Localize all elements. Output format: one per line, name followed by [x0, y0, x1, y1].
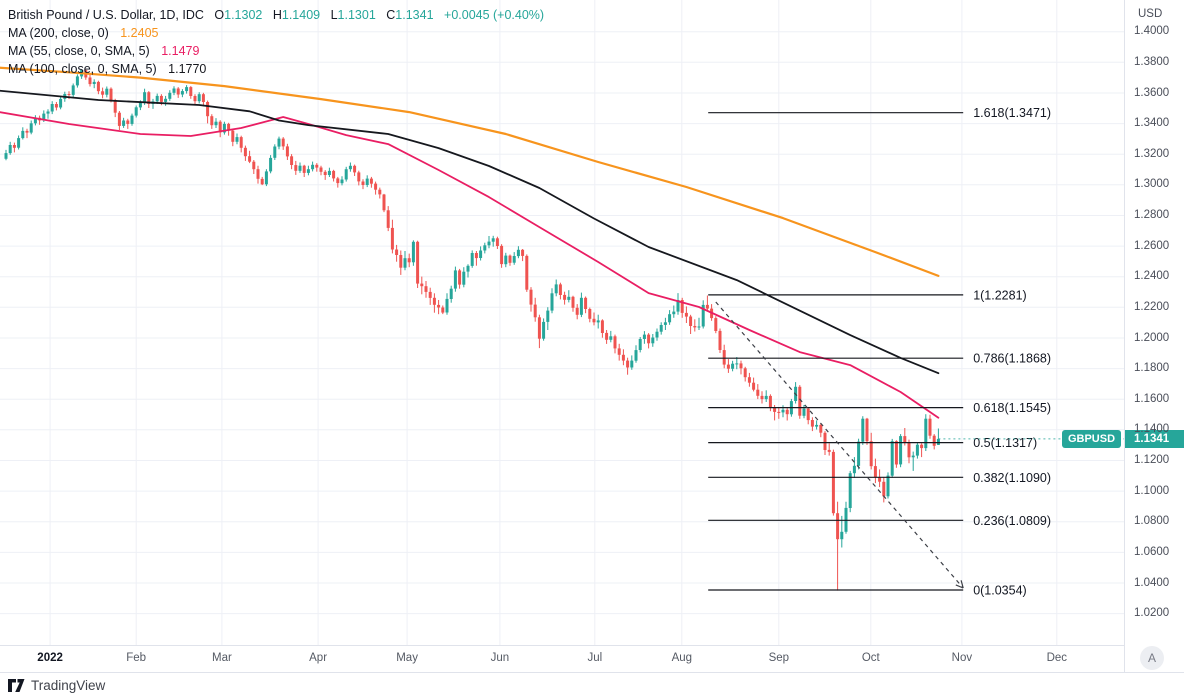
symbol-title: British Pound / U.S. Dollar, 1D, IDC	[8, 8, 204, 22]
ma-line-0	[0, 66, 940, 277]
price-tick-label: 1.0400	[1134, 576, 1170, 589]
time-tick-label: Sep	[768, 652, 790, 664]
price-tick-label: 1.0600	[1134, 545, 1170, 558]
change-value: +0.0045 (+0.40%)	[444, 8, 545, 22]
svg-text:0(1.0354): 0(1.0354)	[973, 584, 1027, 598]
ma100-legend-row[interactable]: MA (100, close, 0, SMA, 5) 1.1770	[8, 60, 544, 78]
grid-lines	[0, 0, 1124, 645]
candles-series	[4, 69, 940, 591]
price-tick-label: 1.2800	[1134, 209, 1170, 221]
open-value: 1.1302	[224, 8, 263, 22]
svg-text:0.382(1.1090): 0.382(1.1090)	[973, 471, 1051, 485]
svg-text:1(1.2281): 1(1.2281)	[973, 288, 1027, 302]
ma-line-1	[0, 111, 940, 419]
low-label: L	[330, 8, 338, 22]
time-tick-label: Nov	[951, 652, 973, 664]
time-tick-label: Apr	[309, 652, 328, 664]
time-tick-label: May	[396, 652, 418, 664]
ma200-legend-row[interactable]: MA (200, close, 0) 1.2405	[8, 24, 544, 42]
time-axis[interactable]: 2022 Feb Mar Apr May Jun Jul Aug Sep Oct Nov Dec	[0, 646, 1124, 672]
price-tick-label: 1.1800	[1134, 362, 1170, 375]
time-tick-label: Oct	[861, 652, 880, 664]
tradingview-logo-icon	[8, 679, 25, 692]
ma100-label: MA (100, close, 0, SMA, 5)	[8, 62, 157, 76]
price-axis[interactable]: USD 1.1341 1.4000 1.3800 1.3600 1.3400 1.320…	[1124, 0, 1184, 672]
close-label: C	[386, 8, 396, 22]
last-price-label: 1.1341	[1125, 429, 1184, 448]
time-tick-label: Jun	[490, 652, 510, 664]
high-label: H	[272, 8, 282, 22]
svg-text:0.236(1.0809): 0.236(1.0809)	[973, 514, 1051, 528]
time-tick-label: Aug	[671, 652, 693, 664]
time-tick-label: Dec	[1046, 652, 1068, 664]
tradingview-logo-text: TradingView	[31, 678, 106, 693]
ma100-value: 1.1770	[168, 62, 207, 76]
ma-line-2	[0, 89, 940, 375]
svg-text:1.618(1.3471): 1.618(1.3471)	[973, 106, 1051, 120]
trendline[interactable]	[715, 301, 964, 589]
time-tick-label: Feb	[126, 652, 147, 664]
open-label: O	[214, 8, 225, 22]
ma55-label: MA (55, close, 0, SMA, 5)	[8, 44, 150, 58]
price-tick-label: 1.3600	[1134, 86, 1170, 99]
low-value: 1.1301	[337, 8, 376, 22]
price-tick-label: 1.2000	[1134, 331, 1170, 344]
high-value: 1.1409	[281, 8, 321, 22]
svg-text:0.618(1.1545): 0.618(1.1545)	[973, 401, 1051, 415]
price-tick-label: 1.0200	[1134, 607, 1170, 620]
tradingview-logo[interactable]: TradingView	[8, 678, 105, 693]
symbol-legend-row[interactable]: British Pound / U.S. Dollar, 1D, IDC O1.…	[8, 6, 544, 24]
price-tick-label: 1.2600	[1134, 239, 1170, 252]
svg-text:0.786(1.1868): 0.786(1.1868)	[973, 352, 1051, 366]
close-value: 1.1341	[395, 8, 434, 22]
ma200-value: 1.2405	[120, 26, 159, 40]
price-tick-label: 1.1600	[1134, 392, 1170, 405]
auto-scale-button[interactable]: A	[1140, 646, 1164, 670]
price-tick-label: 1.4000	[1134, 25, 1170, 38]
ma55-value: 1.1479	[161, 44, 200, 58]
symbol-price-badge: GBPUSD	[1062, 429, 1121, 448]
price-tick-label: 1.0800	[1134, 515, 1170, 528]
price-tick-label: 1.3200	[1134, 147, 1170, 160]
currency-label: USD	[1138, 8, 1163, 20]
price-tick-label: 1.2200	[1134, 300, 1170, 313]
price-tick-label: 1.1400	[1134, 423, 1170, 436]
svg-text:0.5(1.1317): 0.5(1.1317)	[973, 436, 1037, 450]
time-tick-label: Mar	[211, 652, 232, 664]
chart-legend: British Pound / U.S. Dollar, 1D, IDC O1.…	[8, 6, 544, 78]
price-tick-label: 1.1000	[1134, 484, 1170, 497]
ma55-legend-row[interactable]: MA (55, close, 0, SMA, 5) 1.1479	[8, 42, 544, 60]
time-tick-label: 2022	[37, 652, 63, 664]
price-tick-label: 1.2400	[1134, 270, 1170, 283]
ma200-label: MA (200, close, 0)	[8, 26, 109, 40]
price-tick-label: 1.3400	[1134, 117, 1170, 130]
fib-retracement[interactable]: 1.618(1.3471) 1(1.2281) 0.786(1.1868) 0.618…	[708, 106, 1051, 598]
time-tick-label: Jul	[587, 652, 603, 664]
price-tick-label: 1.1200	[1134, 454, 1170, 466]
footer-bar: TradingView	[0, 673, 1184, 700]
price-tick-label: 1.3800	[1134, 55, 1170, 68]
price-tick-label: 1.3000	[1134, 178, 1170, 191]
